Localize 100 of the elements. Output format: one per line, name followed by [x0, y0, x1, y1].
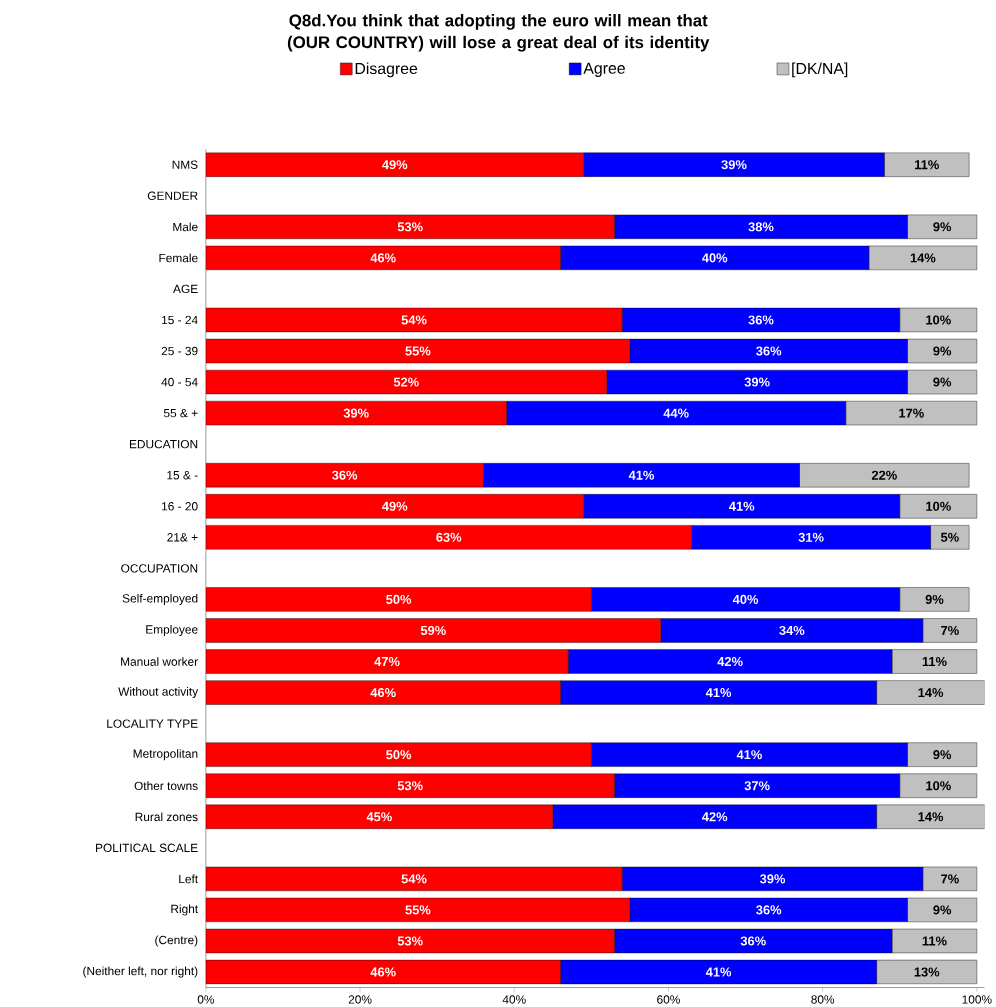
data-label: 14% [918, 812, 943, 822]
data-label: 39% [744, 377, 770, 387]
data-label: 52% [393, 377, 419, 387]
data-label: 54% [401, 874, 427, 884]
data-label: 55% [405, 346, 431, 356]
bar [205, 866, 623, 892]
bar [205, 742, 592, 767]
bar [205, 245, 561, 270]
data-label: 36% [331, 470, 357, 480]
bar [205, 525, 692, 550]
legend-label: [DK/NA] [791, 62, 847, 78]
data-label: 53% [397, 781, 423, 791]
bar [205, 804, 553, 829]
bar [205, 959, 561, 985]
data-label: 41% [705, 967, 731, 977]
data-label: 39% [759, 874, 785, 884]
y-tick-label: Self-employed [122, 593, 198, 605]
data-label: 10% [925, 781, 951, 791]
data-label: 36% [740, 936, 766, 946]
y-tick-label: (Centre) [155, 935, 198, 947]
bar [205, 680, 561, 705]
data-label: 11% [922, 656, 947, 667]
y-tick-label: OCCUPATION [120, 564, 197, 573]
data-label: 37% [744, 781, 770, 791]
data-label: 7% [940, 625, 959, 635]
data-label: 9% [933, 346, 951, 356]
data-label: 14% [918, 688, 943, 698]
data-label: 49% [381, 501, 408, 511]
bar [205, 897, 630, 923]
bar [205, 494, 584, 519]
data-label: 54% [401, 315, 427, 325]
data-label: 11% [914, 160, 939, 170]
y-tick-label: 15 - 24 [161, 315, 198, 325]
x-tick-label: 0% [197, 995, 214, 1004]
data-label: 41% [705, 688, 731, 698]
data-label: 34% [778, 625, 805, 636]
y-tick-label: LOCALITY TYPE [107, 719, 198, 728]
data-label: 9% [933, 750, 951, 760]
x-tick-label: 100% [962, 995, 992, 1004]
y-tick-label: 40 - 54 [161, 377, 198, 387]
chart-title: Q8d.You think that adopting the euro will mean that (OUR COUNTRY) will lose a great deal of its identity [287, 14, 710, 52]
data-label: 46% [370, 253, 396, 263]
y-tick-label: EDUCATION [129, 439, 197, 449]
data-label: 10% [925, 315, 951, 325]
legend-label: Agree [583, 62, 625, 77]
data-label: 38% [748, 222, 774, 232]
data-label: 41% [728, 501, 755, 511]
y-tick-label: 16 - 20 [161, 502, 198, 511]
data-label: 7% [940, 874, 959, 884]
data-label: 17% [899, 408, 924, 418]
data-label: 31% [798, 532, 824, 542]
x-tick-label: 80% [811, 995, 834, 1004]
data-label: 55% [405, 905, 431, 915]
data-label: 53% [397, 936, 423, 946]
x-tick-label: 40% [502, 995, 526, 1004]
x-tick-label: 20% [348, 995, 372, 1004]
data-label: 11% [922, 936, 947, 946]
data-label: 45% [366, 812, 392, 822]
y-tick-label: Right [171, 904, 198, 916]
y-tick-label: Left [179, 874, 198, 884]
data-label: 49% [381, 160, 408, 170]
y-tick-label: 25 - 39 [161, 346, 198, 356]
data-label: 9% [933, 222, 951, 232]
bar [205, 307, 623, 333]
y-tick-label: Manual worker [120, 657, 198, 666]
y-tick-label: AGE [172, 284, 198, 294]
legend-label: Disagree [355, 62, 417, 78]
data-label: 39% [721, 160, 747, 170]
data-label: 36% [748, 315, 774, 325]
y-tick-label: Without activity [118, 687, 198, 699]
data-label: 22% [871, 470, 897, 480]
data-label: 50% [385, 750, 411, 760]
data-label: 42% [717, 656, 743, 667]
data-label: 5% [940, 532, 959, 542]
data-label: 53% [397, 222, 423, 232]
data-label: 41% [628, 470, 654, 480]
y-tick-label: POLITICAL SCALE [95, 843, 198, 853]
data-label: 42% [701, 812, 728, 822]
y-tick-label: Rural zones [135, 812, 198, 822]
data-label: 36% [755, 346, 781, 356]
bar [205, 928, 615, 954]
y-tick-label: NMS [172, 160, 198, 169]
bar [205, 587, 592, 612]
y-tick-label: Metropolitan [133, 749, 198, 761]
bar [205, 400, 507, 426]
y-tick-label: Employee [146, 624, 198, 637]
data-label: 36% [755, 905, 781, 915]
bar [205, 369, 607, 395]
data-label: 9% [933, 905, 951, 915]
data-label: 41% [736, 750, 762, 760]
y-tick-label: Female [159, 253, 198, 263]
data-label: 47% [374, 656, 400, 667]
y-tick-label: GENDER [147, 191, 198, 200]
data-label: 46% [370, 688, 396, 698]
data-label: 14% [910, 253, 936, 263]
x-tick-label: 60% [656, 995, 680, 1004]
y-tick-label: Male [173, 222, 198, 232]
y-tick-label: 15 & - [167, 471, 198, 480]
bar [205, 152, 584, 177]
data-label: 10% [925, 501, 951, 511]
